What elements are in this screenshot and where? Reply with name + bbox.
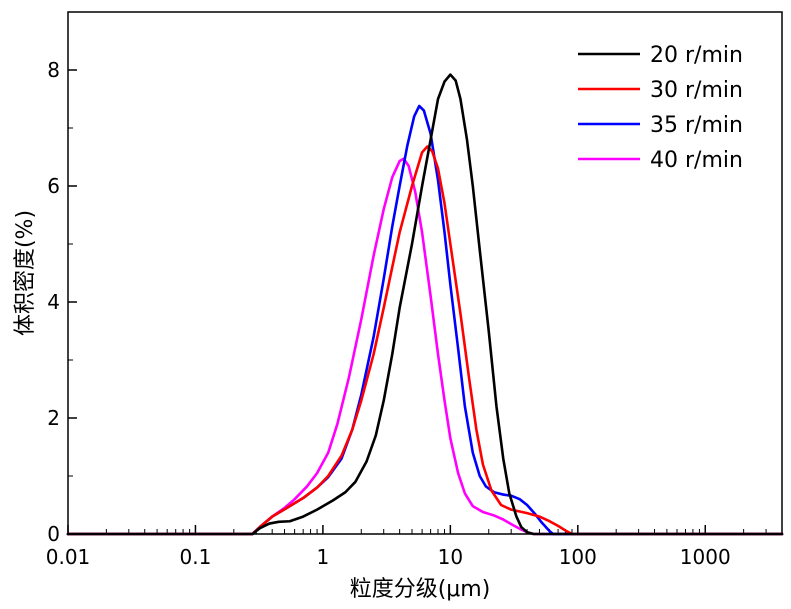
y-tick-label: 4	[47, 290, 60, 314]
x-tick-label: 0.1	[180, 545, 212, 569]
x-tick-label: 1	[317, 545, 330, 569]
y-tick-label: 6	[47, 174, 60, 198]
x-tick-label: 0.01	[46, 545, 91, 569]
plot-frame	[67, 11, 783, 535]
x-tick-label: 1000	[680, 545, 731, 569]
legend: 20 r/min 30 r/min 35 r/min 40 r/min	[578, 43, 743, 173]
series-line-1	[66, 73, 784, 536]
y-axis-title: 体积密度(%)	[13, 210, 38, 336]
x-axis-title: 粒度分级(μm)	[350, 577, 491, 602]
legend-label: 40 r/min	[650, 148, 743, 173]
legend-label: 30 r/min	[650, 78, 743, 103]
x-tick-label: 100	[559, 545, 597, 569]
x-tick-labels: 0.01 0.1 1 10 100 1000	[46, 545, 731, 569]
legend-label: 35 r/min	[650, 113, 743, 138]
legend-label: 20 r/min	[650, 43, 743, 68]
series-lines	[66, 73, 784, 536]
x-tick-label: 10	[438, 545, 463, 569]
y-tick-label: 8	[47, 58, 60, 82]
series-line-4	[66, 157, 784, 536]
y-tick-label: 2	[47, 406, 60, 430]
y-tick-label: 0	[47, 522, 60, 546]
y-tick-labels: 0 2 4 6 8	[47, 58, 60, 546]
